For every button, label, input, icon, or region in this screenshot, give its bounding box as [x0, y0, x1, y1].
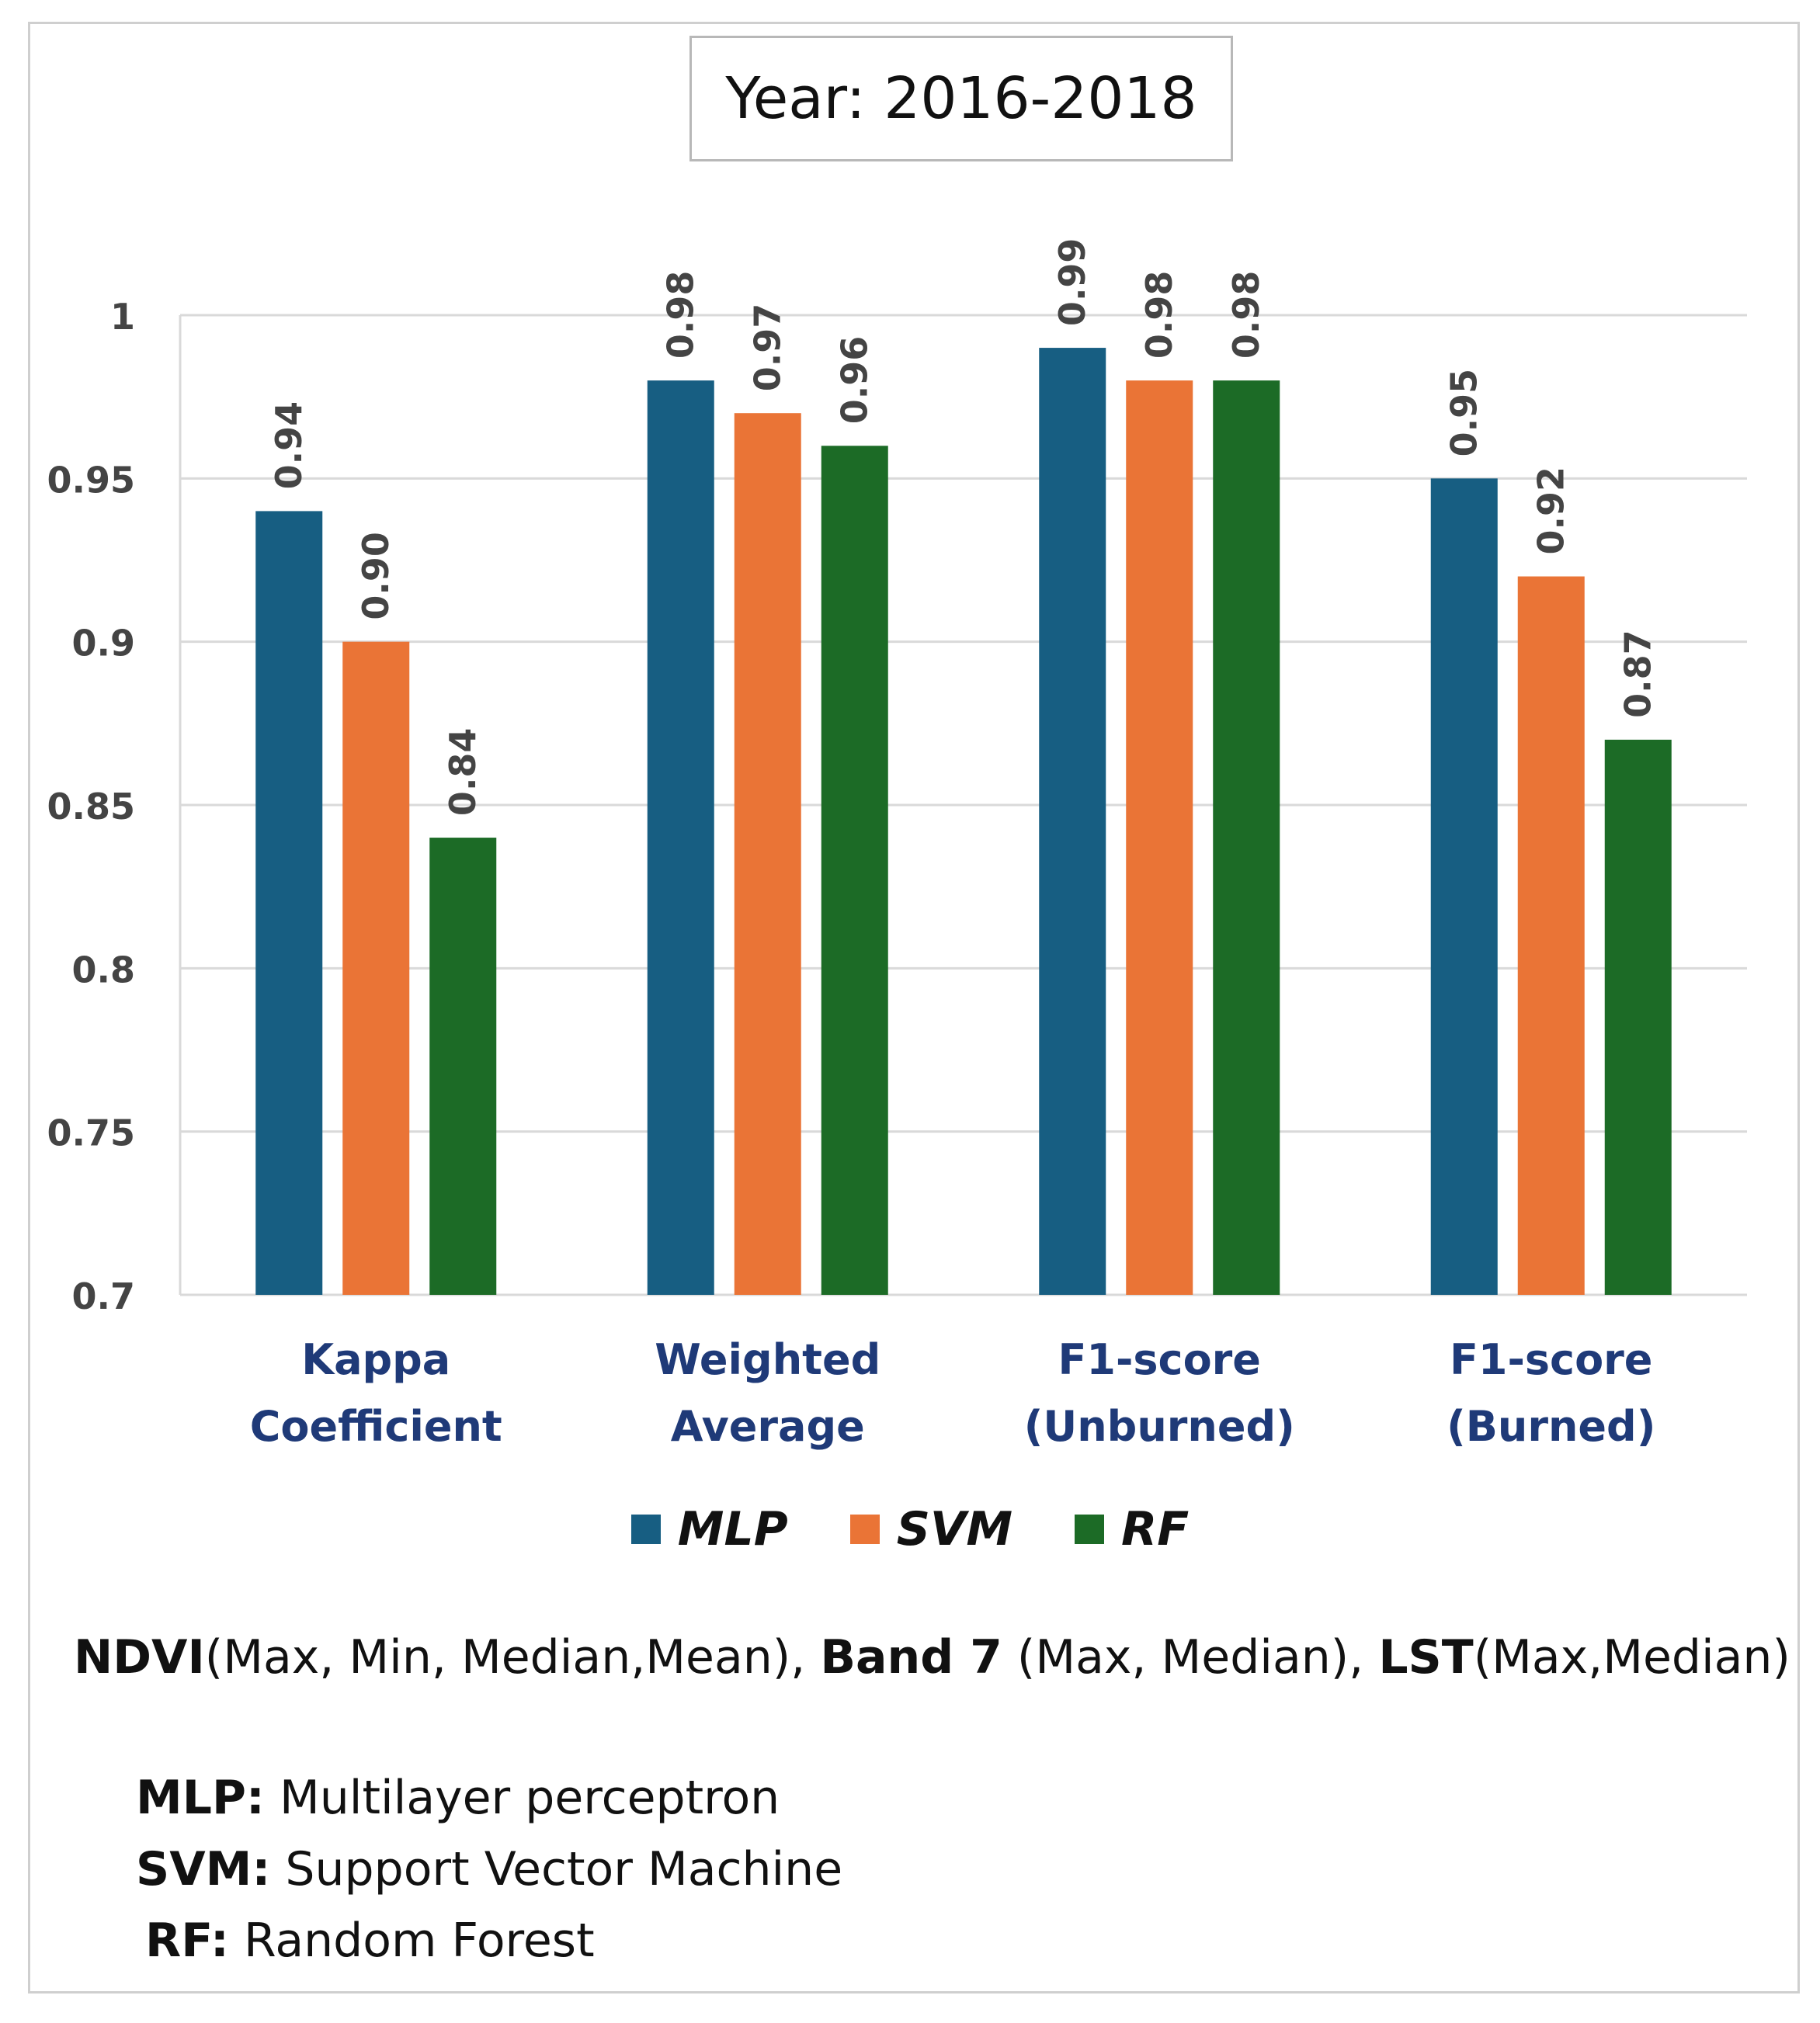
bar-svm: [1517, 576, 1585, 1295]
legend-label-svm: SVM: [896, 1502, 1013, 1556]
x-category-label: F1-score: [1058, 1335, 1261, 1384]
bar-mlp: [1039, 348, 1106, 1296]
data-label: 0.90: [355, 532, 397, 620]
x-category-label: Kappa: [301, 1335, 450, 1384]
band-label: Band 7: [820, 1630, 1002, 1685]
feature-description: NDVI(Max, Min, Median,Mean), Band 7 (Max…: [74, 1630, 1790, 1685]
definition-text: Support Vector Machine: [270, 1842, 843, 1896]
bar-rf: [1604, 739, 1672, 1295]
legend-item-svm: SVM: [849, 1502, 1013, 1556]
bar-svm: [342, 641, 410, 1295]
x-category-label: (Burned): [1447, 1402, 1655, 1451]
data-label: 0.96: [834, 336, 876, 425]
y-tick-label: 0.8: [72, 949, 136, 991]
bar-svm: [1126, 380, 1193, 1296]
bar-svm: [734, 413, 801, 1296]
data-label: 0.94: [268, 401, 310, 490]
definition-abbr: RF:: [145, 1914, 229, 1968]
legend-item-rf: RF: [1075, 1502, 1189, 1556]
legend-label-mlp: MLP: [677, 1502, 788, 1556]
lst-label: LST: [1378, 1630, 1474, 1685]
ndvi-detail: (Max, Min, Median,Mean),: [204, 1630, 821, 1685]
legend: MLP SVM RF: [0, 1502, 1820, 1556]
y-tick-label: 0.75: [47, 1112, 136, 1154]
bar-chart: 0.7 0.75 0.8 0.85 0.9 0.95 1 0.94 0.90 0.84 Kappa C…: [47, 238, 1747, 1451]
data-label: 0.98: [1225, 271, 1267, 359]
x-category-label: (Unburned): [1024, 1402, 1295, 1451]
lst-detail: (Max,Median): [1473, 1630, 1790, 1685]
y-tick-label: 0.7: [72, 1275, 136, 1317]
chart-title: Year: 2016-2018: [689, 36, 1233, 161]
definition-text: Random Forest: [228, 1914, 595, 1968]
legend-item-mlp: MLP: [630, 1502, 788, 1556]
data-label: 0.98: [1138, 271, 1180, 359]
y-tick-label: 0.85: [47, 786, 136, 828]
figure-frame: [28, 22, 1800, 1994]
definition-abbr: MLP:: [136, 1771, 265, 1825]
legend-label-rf: RF: [1121, 1502, 1190, 1556]
legend-swatch-rf: [1075, 1515, 1105, 1544]
abbreviation-definitions: MLP: Multilayer perceptron SVM: Support …: [136, 1762, 842, 1976]
x-category-label: Weighted: [655, 1335, 880, 1384]
band-detail: (Max, Median),: [1002, 1630, 1379, 1685]
y-tick-label: 0.95: [47, 459, 136, 501]
bar-rf: [429, 838, 497, 1295]
definition-svm: SVM: Support Vector Machine: [136, 1834, 842, 1905]
definition-mlp: MLP: Multilayer perceptron: [136, 1762, 842, 1834]
bar-mlp: [255, 511, 323, 1295]
definition-rf: RF: Random Forest: [145, 1905, 842, 1976]
definition-text: Multilayer perceptron: [264, 1771, 780, 1825]
x-category-label: Average: [671, 1402, 865, 1451]
bar-rf: [821, 446, 888, 1296]
x-category-label: Coefficient: [250, 1402, 502, 1451]
y-tick-label: 0.9: [72, 623, 136, 665]
data-label: 0.97: [747, 304, 789, 392]
data-label: 0.87: [1617, 630, 1659, 718]
definition-abbr: SVM:: [136, 1842, 271, 1896]
data-label: 0.98: [660, 271, 702, 359]
legend-swatch-mlp: [630, 1515, 661, 1544]
bar-mlp: [647, 380, 714, 1296]
data-label: 0.95: [1443, 369, 1485, 457]
bar-rf: [1213, 380, 1280, 1296]
y-tick-label: 1: [110, 296, 135, 338]
legend-swatch-svm: [849, 1515, 880, 1544]
x-category-label: F1-score: [1450, 1335, 1652, 1384]
ndvi-label: NDVI: [74, 1630, 205, 1685]
data-label: 0.99: [1051, 238, 1093, 327]
bar-mlp: [1430, 478, 1498, 1296]
data-label: 0.92: [1530, 467, 1572, 555]
data-label: 0.84: [442, 728, 484, 817]
